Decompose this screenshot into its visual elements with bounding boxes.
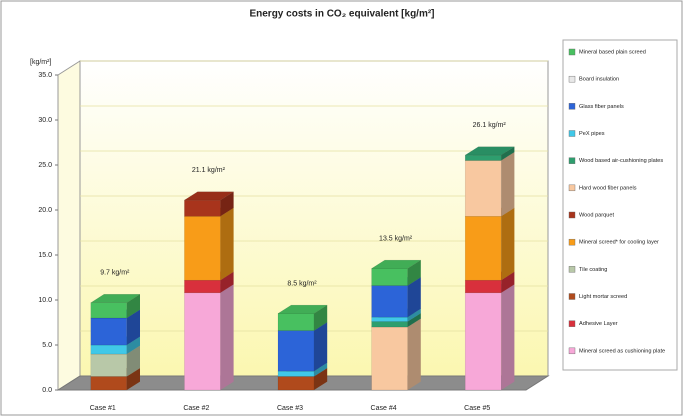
left-wall bbox=[57, 60, 81, 391]
y-tick-label: 30.0 bbox=[38, 117, 52, 124]
x-tick-label: Case #1 bbox=[90, 405, 116, 412]
bar-segment bbox=[90, 317, 128, 346]
legend-swatch bbox=[568, 347, 576, 355]
bar-top bbox=[277, 304, 329, 314]
bar-side bbox=[314, 368, 328, 390]
bar-side bbox=[126, 368, 140, 390]
bar-side bbox=[220, 284, 234, 390]
legend-swatch bbox=[568, 130, 576, 137]
bar-segment bbox=[464, 292, 502, 391]
bar-segment bbox=[90, 344, 128, 355]
bar-segment bbox=[184, 292, 221, 391]
bar-side bbox=[501, 152, 515, 217]
legend-swatch bbox=[568, 293, 576, 300]
legend-label: Tile coating bbox=[579, 267, 607, 273]
bar-segment bbox=[371, 321, 408, 328]
bar-side bbox=[407, 260, 421, 286]
legend-swatch bbox=[568, 103, 576, 110]
bar-segment bbox=[184, 199, 221, 217]
total-label: 9.7 kg/m² bbox=[100, 270, 130, 277]
bar-side bbox=[314, 305, 328, 331]
y-tick-label: 0.0 bbox=[42, 387, 52, 394]
bar-segment bbox=[90, 376, 128, 391]
bar-segment bbox=[371, 326, 408, 391]
legend-label: Wood based air-cushioning plates bbox=[579, 158, 663, 164]
bar-segment bbox=[464, 154, 502, 161]
x-tick-label: Case #2 bbox=[183, 405, 209, 412]
bar-side bbox=[501, 284, 515, 390]
legend-label: Mineral based plain screed bbox=[579, 49, 646, 55]
y-tick-label: 5.0 bbox=[42, 342, 52, 349]
chart-title: Energy costs in CO₂ equivalent [kg/m²] bbox=[249, 9, 434, 20]
legend-swatch bbox=[568, 238, 576, 246]
bar-segment bbox=[277, 330, 315, 372]
bar-segment bbox=[371, 268, 408, 286]
bar-segment bbox=[464, 160, 502, 217]
bar-side bbox=[407, 313, 421, 327]
y-tick-label: 25.0 bbox=[38, 162, 52, 169]
y-tick-label: 20.0 bbox=[38, 207, 52, 214]
legend-label: Board insulation bbox=[579, 77, 619, 83]
bar-side bbox=[126, 345, 140, 377]
bar-side bbox=[126, 309, 140, 345]
legend-swatch bbox=[568, 157, 576, 164]
legend-swatch bbox=[568, 266, 576, 273]
x-tick-label: Case #5 bbox=[464, 405, 490, 412]
bar-segment bbox=[90, 302, 128, 319]
bar-segment bbox=[464, 216, 502, 281]
bar-side bbox=[501, 207, 515, 281]
x-tick-label: Case #4 bbox=[371, 405, 397, 412]
legend-label: Mineral screed as cushioning plate bbox=[579, 348, 665, 354]
legend-label: Mineral screed* for cooling layer bbox=[579, 240, 659, 246]
bar-segment bbox=[277, 376, 315, 391]
bar-segment bbox=[184, 216, 221, 281]
legend-swatch bbox=[568, 75, 576, 83]
bar-side bbox=[314, 322, 328, 372]
total-label: 21.1 kg/m² bbox=[192, 167, 226, 174]
bar-side bbox=[126, 336, 140, 354]
bar-segment bbox=[371, 285, 408, 318]
total-label: 8.5 kg/m² bbox=[287, 280, 317, 287]
bar-segment bbox=[371, 316, 408, 322]
legend-label: Light mortar screed bbox=[579, 294, 627, 300]
bar-segment bbox=[464, 279, 502, 294]
legend-label: PeX pipes bbox=[579, 131, 605, 137]
legend-label: Hard wood fiber panels bbox=[579, 185, 637, 191]
y-tick-label: 15.0 bbox=[38, 252, 52, 259]
bar-side bbox=[407, 277, 421, 318]
bar-side bbox=[126, 294, 140, 318]
legend-swatch bbox=[568, 211, 576, 219]
bar-side bbox=[314, 362, 328, 377]
legend-swatch bbox=[568, 48, 576, 56]
y-tick-label: 10.0 bbox=[38, 297, 52, 304]
legend-label: Adhesive Layer bbox=[579, 321, 618, 327]
bar-top bbox=[370, 259, 422, 269]
bar-top bbox=[89, 294, 141, 303]
legend-box bbox=[562, 39, 678, 371]
bar-side bbox=[501, 271, 515, 293]
bar-segment bbox=[184, 279, 221, 294]
legend-label: Glass fiber panels bbox=[579, 104, 624, 110]
bar-segment bbox=[277, 370, 315, 377]
x-tick-label: Case #3 bbox=[277, 405, 303, 412]
bar-side bbox=[220, 271, 234, 293]
bar-side bbox=[220, 207, 234, 281]
bar-segment bbox=[90, 353, 128, 377]
legend-swatch bbox=[568, 320, 576, 327]
legend-label: Wood parquet bbox=[579, 212, 614, 218]
legend-swatch bbox=[568, 184, 576, 192]
total-label: 26.1 kg/m² bbox=[473, 122, 507, 129]
y-axis-label: [kg/m²] bbox=[30, 59, 51, 66]
total-label: 13.5 kg/m² bbox=[379, 235, 413, 242]
bar-side bbox=[407, 318, 421, 390]
bar-side bbox=[407, 308, 421, 322]
bar-segment bbox=[277, 313, 315, 331]
bar-side bbox=[220, 191, 234, 217]
bar-side bbox=[501, 146, 515, 161]
y-tick-label: 35.0 bbox=[38, 72, 52, 79]
